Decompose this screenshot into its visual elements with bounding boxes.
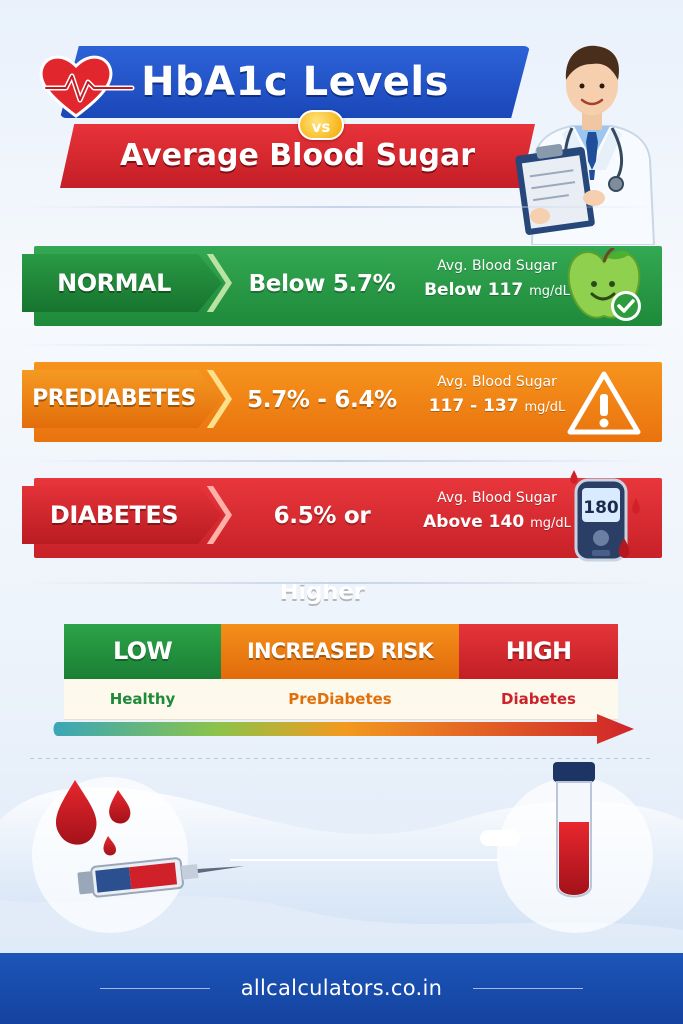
- glucose-meter-icon: 180: [570, 470, 640, 562]
- doctor-illustration: [515, 45, 656, 245]
- meter-reading: 180: [583, 498, 619, 518]
- hba1c-range-prediabetes: 5.7% - 6.4%: [247, 387, 397, 413]
- divider: [30, 758, 650, 759]
- divider: [20, 344, 660, 346]
- avg-blood-sugar-label: Avg. Blood Sugar: [437, 374, 557, 390]
- category-tag-prediabetes: PREDIABETES: [22, 370, 222, 428]
- divider: [20, 206, 660, 208]
- risk-increased: INCREASED RISK PreDiabetes: [221, 624, 459, 720]
- footer-line-left: [100, 988, 210, 989]
- footer-line-right: [473, 988, 583, 989]
- category-row-normal: NORMAL Below 5.7% Avg. Blood Sugar Below…: [22, 246, 662, 326]
- category-tag-diabetes: DIABETES: [22, 486, 222, 544]
- category-row-prediabetes: PREDIABETES 5.7% - 6.4% Avg. Blood Sugar…: [22, 362, 662, 442]
- divider: [20, 460, 660, 462]
- avg-blood-sugar-value-normal: Below 117 mg/dL: [402, 280, 592, 300]
- avg-unit: mg/dL: [530, 516, 571, 531]
- footer-site-link[interactable]: allcalculators.co.in: [240, 976, 443, 1000]
- category-row-diabetes: DIABETES 6.5% or Higher Avg. Blood Sugar…: [22, 470, 662, 605]
- avg-blood-sugar-value-diabetes: Above 140 mg/dL: [402, 512, 592, 532]
- risk-low: LOW Healthy: [64, 624, 221, 720]
- avg-unit: mg/dL: [524, 400, 566, 415]
- avg-value: Below 117: [424, 280, 524, 300]
- page-subtitle: Average Blood Sugar: [119, 138, 476, 173]
- hba1c-range-normal: Below 5.7%: [248, 271, 396, 297]
- apple-check-icon: [567, 248, 641, 321]
- page-title: HbA1c Levels: [141, 59, 449, 105]
- avg-value: 117 - 137: [428, 396, 519, 416]
- risk-sub-healthy: Healthy: [64, 679, 221, 720]
- warning-icon: [567, 371, 641, 435]
- avg-blood-sugar-value-prediabetes: 117 - 137 mg/dL: [402, 396, 592, 416]
- risk-head-high: HIGH: [459, 624, 618, 679]
- avg-unit: mg/dL: [529, 284, 570, 299]
- category-tag-normal: NORMAL: [22, 254, 222, 312]
- hba1c-range-diabetes: 6.5% or Higher: [273, 503, 371, 605]
- divider: [20, 582, 660, 584]
- risk-high: HIGH Diabetes: [459, 624, 618, 720]
- heart-pulse-icon: [39, 55, 135, 118]
- risk-sub-diabetes: Diabetes: [459, 679, 618, 720]
- avg-value: Above 140: [423, 512, 525, 532]
- risk-sub-prediabetes: PreDiabetes: [221, 679, 459, 720]
- medical-illustration: [0, 762, 683, 933]
- title-banner-red: [60, 124, 535, 188]
- risk-head-low: LOW: [64, 624, 221, 679]
- avg-blood-sugar-label: Avg. Blood Sugar: [437, 490, 557, 506]
- risk-arrow: [53, 714, 634, 744]
- avg-blood-sugar-label: Avg. Blood Sugar: [437, 258, 557, 274]
- vs-badge: vs: [298, 110, 344, 140]
- title-banner-blue: [60, 46, 530, 118]
- risk-head-increased: INCREASED RISK: [221, 624, 459, 679]
